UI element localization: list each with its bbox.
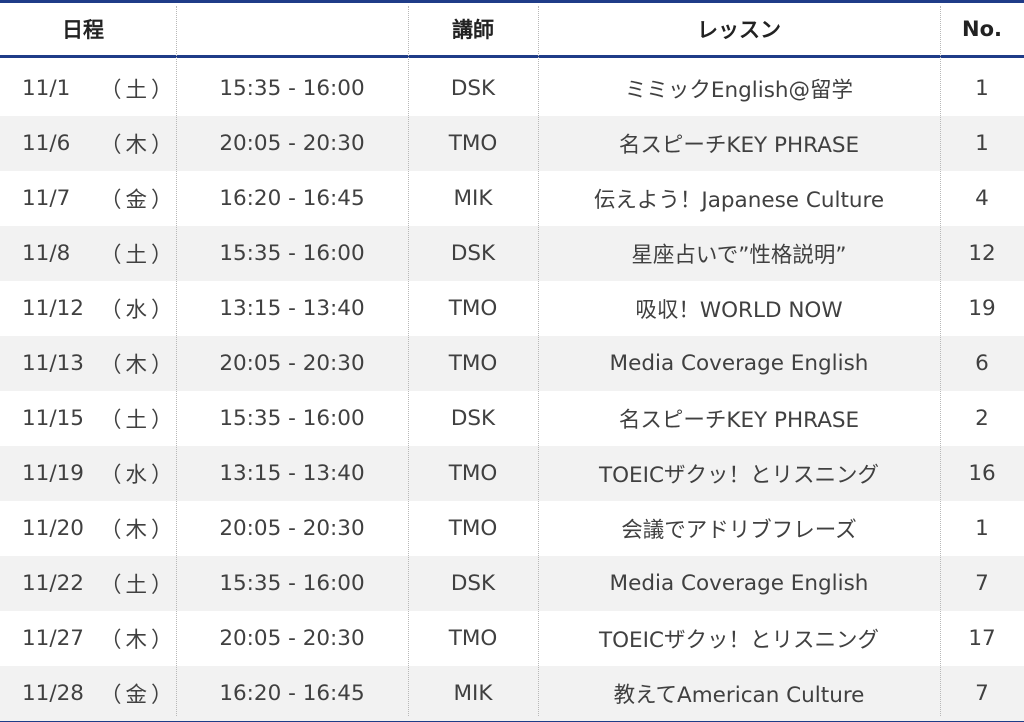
teacher-cell: TMO [448, 131, 498, 156]
lesson-number-cell: 17 [968, 626, 996, 651]
table-row: 11/15 （土） 15:35 - 16:00 DSK 名スピーチKEY PHRASE 2 [0, 391, 1024, 446]
lesson-number-cell: 7 [975, 681, 989, 706]
time-cell: 15:35 - 16:00 [219, 76, 365, 101]
teacher-cell: TMO [448, 461, 498, 486]
date-cell: 11/15 [22, 406, 84, 431]
weekday-cell: （土） [100, 78, 177, 103]
teacher-cell: DSK [450, 571, 496, 596]
table-row: 11/13 （木） 20:05 - 20:30 TMO Media Coverage E… [0, 336, 1024, 391]
date-cell: 11/27 [22, 626, 84, 651]
lesson-cell: 教えてAmerican Culture [613, 683, 865, 708]
table-row: 11/12 （水） 13:15 - 13:40 TMO 吸収！WORLD NOW 19 [0, 281, 1024, 336]
table-row: 11/6 （木） 20:05 - 20:30 TMO 名スピーチKEY PHRASE 1 [0, 116, 1024, 171]
lesson-cell: 吸収！WORLD NOW [635, 298, 843, 323]
weekday-cell: （木） [100, 518, 177, 543]
header-teacher: 講師 [452, 18, 494, 42]
table-row: 11/8 （土） 15:35 - 16:00 DSK 星座占いで”性格説明” 12 [0, 226, 1024, 281]
table-row: 11/20 （木） 20:05 - 20:30 TMO 会議でアドリブフレーズ 1 [0, 501, 1024, 556]
table-row: 11/7 （金） 16:20 - 16:45 MIK 伝えよう！Japanese Cul… [0, 171, 1024, 226]
teacher-cell: MIK [453, 186, 493, 211]
table-row: 11/19 （水） 13:15 - 13:40 TMO TOEICザクッ！とリスニング 1… [0, 446, 1024, 501]
lesson-cell: ミミックEnglish@留学 [624, 78, 854, 103]
header-lesson: レッスン [697, 18, 781, 42]
teacher-cell: TMO [448, 516, 498, 541]
column-divider [408, 6, 409, 716]
table-row: 11/27 （木） 20:05 - 20:30 TMO TOEICザクッ！とリスニング 1… [0, 611, 1024, 666]
date-cell: 11/28 [22, 681, 84, 706]
lesson-cell: 名スピーチKEY PHRASE [618, 133, 860, 158]
lesson-cell: 会議でアドリブフレーズ [621, 518, 857, 543]
lesson-number-cell: 1 [975, 76, 989, 101]
lesson-cell: 名スピーチKEY PHRASE [618, 408, 860, 433]
column-divider [940, 6, 941, 716]
time-cell: 20:05 - 20:30 [219, 351, 365, 376]
weekday-cell: （金） [100, 188, 177, 213]
lesson-cell: TOEICザクッ！とリスニング [599, 628, 879, 653]
lesson-cell: Media Coverage English [609, 351, 869, 376]
weekday-cell: （水） [100, 463, 177, 488]
lesson-cell: Media Coverage English [609, 571, 869, 596]
time-cell: 13:15 - 13:40 [219, 461, 365, 486]
date-cell: 11/1 [22, 76, 71, 101]
table-header-row: 日程 講師 レッスン No. [0, 3, 1024, 58]
header-no: No. [962, 17, 1002, 41]
lesson-number-cell: 7 [975, 571, 989, 596]
weekday-cell: （土） [100, 243, 177, 268]
date-cell: 11/19 [22, 461, 84, 486]
date-cell: 11/12 [22, 296, 84, 321]
lesson-cell: 伝えよう！Japanese Culture [593, 188, 885, 213]
lesson-number-cell: 19 [968, 296, 996, 321]
time-cell: 20:05 - 20:30 [219, 516, 365, 541]
time-cell: 15:35 - 16:00 [219, 571, 365, 596]
lesson-number-cell: 4 [975, 186, 989, 211]
time-cell: 15:35 - 16:00 [219, 406, 365, 431]
date-cell: 11/13 [22, 351, 84, 376]
lesson-number-cell: 6 [975, 351, 989, 376]
teacher-cell: TMO [448, 296, 498, 321]
weekday-cell: （金） [100, 683, 177, 708]
weekday-cell: （木） [100, 353, 177, 378]
header-date: 日程 [62, 18, 104, 42]
date-cell: 11/20 [22, 516, 84, 541]
date-cell: 11/22 [22, 571, 84, 596]
weekday-cell: （木） [100, 133, 177, 158]
lesson-cell: 星座占いで”性格説明” [631, 243, 847, 268]
teacher-cell: DSK [450, 406, 496, 431]
time-cell: 16:20 - 16:45 [219, 186, 365, 211]
column-divider [176, 6, 177, 716]
time-cell: 16:20 - 16:45 [219, 681, 365, 706]
lesson-cell: TOEICザクッ！とリスニング [599, 463, 879, 488]
time-cell: 13:15 - 13:40 [219, 296, 365, 321]
time-cell: 20:05 - 20:30 [219, 626, 365, 651]
table-row: 11/28 （金） 16:20 - 16:45 MIK 教えてAmerican Cult… [0, 666, 1024, 721]
date-cell: 11/6 [22, 131, 71, 156]
date-cell: 11/7 [22, 186, 71, 211]
teacher-cell: TMO [448, 626, 498, 651]
weekday-cell: （土） [100, 408, 177, 433]
table-row: 11/22 （土） 15:35 - 16:00 DSK Media Coverage E… [0, 556, 1024, 611]
teacher-cell: DSK [450, 76, 496, 101]
teacher-cell: DSK [450, 241, 496, 266]
lesson-number-cell: 16 [968, 461, 996, 486]
date-cell: 11/8 [22, 241, 71, 266]
lesson-number-cell: 2 [975, 406, 989, 431]
lesson-number-cell: 1 [975, 516, 989, 541]
lesson-number-cell: 12 [968, 241, 996, 266]
column-divider [538, 6, 539, 716]
teacher-cell: TMO [448, 351, 498, 376]
weekday-cell: （木） [100, 628, 177, 653]
weekday-cell: （土） [100, 573, 177, 598]
teacher-cell: MIK [453, 681, 493, 706]
time-cell: 15:35 - 16:00 [219, 241, 365, 266]
time-cell: 20:05 - 20:30 [219, 131, 365, 156]
table-row: 11/1 （土） 15:35 - 16:00 DSK ミミックEnglish@留学 1 [0, 61, 1024, 116]
weekday-cell: （水） [100, 298, 177, 323]
lesson-number-cell: 1 [975, 131, 989, 156]
